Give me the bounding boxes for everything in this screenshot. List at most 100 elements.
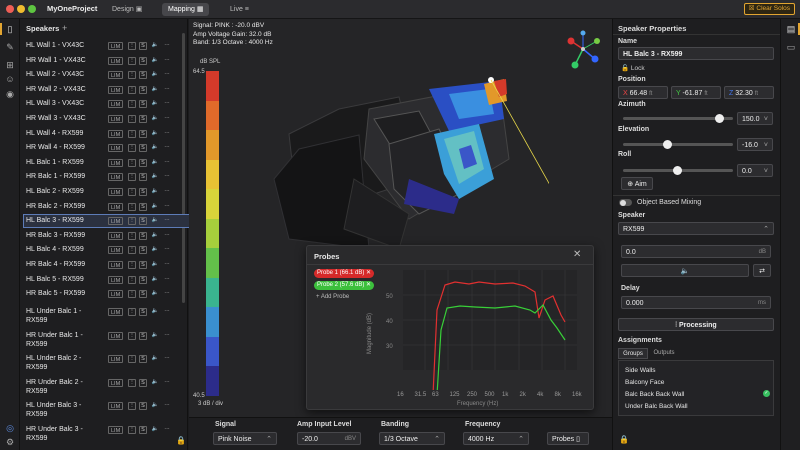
speaker-list-item[interactable]: HR Balc 4 - RX599 LIM ⫶ S 🔈 ··· xyxy=(24,259,200,271)
azimuth-field[interactable]: 150.0 ˅ xyxy=(737,112,773,125)
gain-field[interactable]: 0.0 dB xyxy=(621,245,771,258)
limit-badge[interactable]: LIM xyxy=(108,231,124,240)
roll-field[interactable]: 0.0 ˅ xyxy=(737,164,773,177)
venue-heatmap[interactable] xyxy=(259,39,549,279)
wrench-icon[interactable]: ✎ xyxy=(6,42,14,52)
eq-icon[interactable]: ⫶ xyxy=(128,217,136,226)
lock-icon[interactable]: 🔒 xyxy=(176,436,186,445)
solo-button[interactable]: S xyxy=(139,378,147,387)
more-icon[interactable]: ··· xyxy=(164,402,170,408)
eq-icon[interactable]: ⫶ xyxy=(128,144,136,153)
solo-button[interactable]: S xyxy=(139,202,147,211)
limit-badge[interactable]: LIM xyxy=(108,331,124,340)
axis-gizmo[interactable] xyxy=(561,27,607,77)
more-icon[interactable]: ··· xyxy=(164,100,170,107)
speaker-volume-icon[interactable]: 🔈 xyxy=(151,261,159,267)
processing-button[interactable]: ⫶ Processing xyxy=(618,318,774,331)
eq-icon[interactable]: ⫶ xyxy=(128,115,136,123)
speaker-volume-icon[interactable]: 🔈 xyxy=(151,158,159,165)
more-icon[interactable]: ··· xyxy=(164,144,170,151)
eq-icon[interactable]: ⫶ xyxy=(128,71,136,80)
signal-select[interactable]: Pink Noise ⌃ xyxy=(213,432,277,445)
limit-badge[interactable]: LIM xyxy=(108,85,124,94)
minimize-window-button[interactable] xyxy=(17,5,25,13)
eq-icon[interactable]: ⫶ xyxy=(128,188,136,196)
solo-button[interactable]: S xyxy=(139,100,147,109)
speaker-list-item[interactable]: HR Wall 4 - RX599 LIM ⫶ S 🔈 ··· xyxy=(24,142,200,154)
eq-icon[interactable]: ⫶ xyxy=(128,355,136,363)
eq-icon[interactable]: ⫶ xyxy=(128,42,136,50)
speaker-volume-icon[interactable]: 🔈 xyxy=(151,202,159,209)
speaker-list-item[interactable]: HL Balc 4 - RX599 LIM ⫶ S 🔈 ··· xyxy=(24,244,200,256)
speaker-list-item[interactable]: HL Balc 2 - RX599 LIM ⫶ S 🔈 ··· xyxy=(24,186,200,198)
limit-badge[interactable]: LIM xyxy=(108,71,124,80)
more-icon[interactable]: ··· xyxy=(164,308,170,314)
tree-icon[interactable]: ⊞ xyxy=(6,60,14,70)
eq-icon[interactable]: ⫶ xyxy=(128,308,136,316)
speaker-list-item[interactable]: HR Balc 3 - RX599 LIM ⫶ S 🔈 ··· xyxy=(24,230,200,242)
limit-badge[interactable]: LIM xyxy=(108,355,124,363)
speaker-volume-icon[interactable]: 🔈 xyxy=(151,173,159,180)
speaker-list-item[interactable]: HL Under Balc 1 - RX599 LIM ⫶ S 🔈 ··· xyxy=(24,306,200,326)
more-icon[interactable]: ··· xyxy=(164,71,170,78)
add-speaker-icon[interactable]: + xyxy=(62,23,68,33)
solo-button[interactable]: S xyxy=(139,425,147,434)
azimuth-thumb[interactable] xyxy=(715,114,724,123)
speaker-list-item[interactable]: HL Balc 1 - RX599 LIM ⫶ S 🔈 ··· xyxy=(24,157,200,169)
eq-icon[interactable]: ⫶ xyxy=(128,100,136,109)
limit-badge[interactable]: LIM xyxy=(108,275,124,284)
more-icon[interactable]: ··· xyxy=(164,42,170,48)
account-icon[interactable]: ◎ xyxy=(6,423,14,433)
solo-button[interactable]: S xyxy=(139,158,147,167)
solo-button[interactable]: S xyxy=(139,115,147,123)
more-icon[interactable]: ··· xyxy=(164,202,170,209)
speaker-volume-icon[interactable]: 🔈 xyxy=(151,71,159,78)
solo-button[interactable]: S xyxy=(139,173,147,182)
speaker-list-item[interactable]: HR Balc 1 - RX599 LIM ⫶ S 🔈 ··· xyxy=(24,171,200,183)
speaker-volume-icon[interactable]: 🔈 xyxy=(151,378,159,385)
eq-icon[interactable]: ⫶ xyxy=(128,261,136,269)
eq-icon[interactable]: ⫶ xyxy=(128,231,136,240)
more-icon[interactable]: ··· xyxy=(164,290,170,297)
speaker-list-item[interactable]: HR Wall 2 - VX43C LIM ⫶ S 🔈 ··· xyxy=(24,84,200,96)
speaker-list-item[interactable]: HR Wall 3 - VX43C LIM ⫶ S 🔈 ··· xyxy=(24,113,200,125)
polarity-button[interactable]: ⇄ xyxy=(753,264,771,277)
speaker-list-item[interactable]: HR Under Balc 3 - RX599 LIM ⫶ S 🔈 ··· xyxy=(24,424,200,444)
zoom-window-button[interactable] xyxy=(28,5,36,13)
solo-button[interactable]: S xyxy=(139,144,147,153)
speaker-list-item[interactable]: HR Under Balc 1 - RX599 LIM ⫶ S 🔈 ··· xyxy=(24,330,200,350)
limit-badge[interactable]: LIM xyxy=(108,261,124,269)
eq-icon[interactable]: ⫶ xyxy=(128,173,136,182)
eq-icon[interactable]: ⫶ xyxy=(128,290,136,299)
eq-icon[interactable]: ⫶ xyxy=(128,202,136,211)
speaker-list-item[interactable]: HL Balc 5 - RX599 LIM ⫶ S 🔈 ··· xyxy=(24,274,200,286)
more-icon[interactable]: ··· xyxy=(164,158,170,165)
broadcast-icon[interactable]: ◉ xyxy=(6,89,14,99)
limit-badge[interactable]: LIM xyxy=(108,378,124,387)
speaker-volume-icon[interactable]: 🔈 xyxy=(151,402,159,408)
add-probe-button[interactable]: + Add Probe xyxy=(316,294,350,300)
clear-solos-button[interactable]: ☒ Clear Solos xyxy=(743,3,795,15)
speaker-volume-icon[interactable]: 🔈 xyxy=(151,425,159,432)
solo-button[interactable]: S xyxy=(139,231,147,240)
more-icon[interactable]: ··· xyxy=(164,261,170,267)
eq-icon[interactable]: ⫶ xyxy=(128,275,136,284)
more-icon[interactable]: ··· xyxy=(164,246,170,253)
speaker-list-item[interactable]: HR Under Balc 2 - RX599 LIM ⫶ S 🔈 ··· xyxy=(24,377,200,397)
solo-button[interactable]: S xyxy=(139,71,147,80)
speaker-volume-icon[interactable]: 🔈 xyxy=(151,308,159,314)
tab-groups[interactable]: Groups xyxy=(618,348,648,359)
more-icon[interactable]: ··· xyxy=(164,129,170,136)
eq-icon[interactable]: ⫶ xyxy=(128,425,136,434)
amp-input-field[interactable]: -20.0 dBV xyxy=(297,432,361,445)
tab-design[interactable]: Design ▣ xyxy=(112,6,143,13)
more-icon[interactable]: ··· xyxy=(164,231,170,238)
speaker-list-item[interactable]: HL Wall 2 - VX43C LIM ⫶ S 🔈 ··· xyxy=(24,69,200,81)
tab-outputs[interactable]: Outputs xyxy=(653,350,675,356)
more-icon[interactable]: ··· xyxy=(164,425,170,432)
limit-badge[interactable]: LIM xyxy=(108,173,124,182)
mute-button[interactable]: 🔈 xyxy=(621,264,749,277)
solo-button[interactable]: S xyxy=(139,129,147,138)
more-icon[interactable]: ··· xyxy=(164,115,170,121)
roll-thumb[interactable] xyxy=(673,166,682,175)
